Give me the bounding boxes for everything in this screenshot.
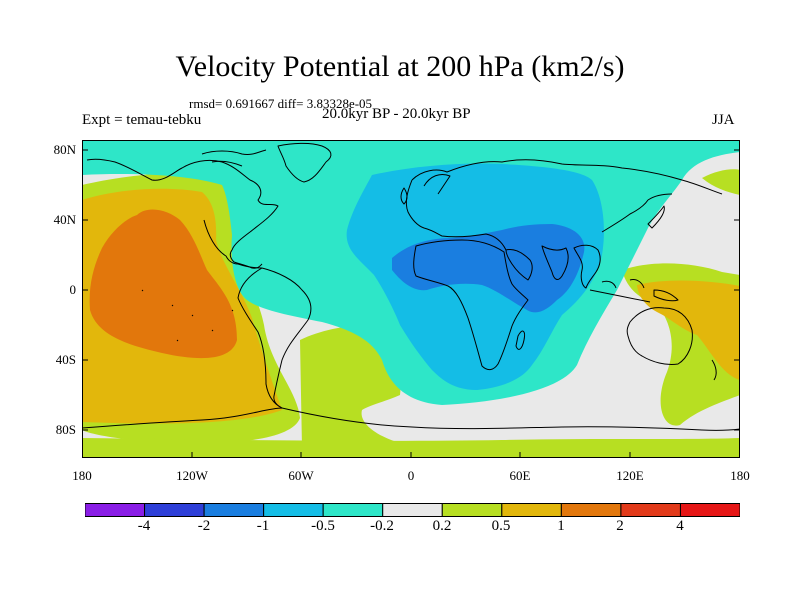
- colorbar-label: -0.2: [370, 518, 394, 534]
- coastline-britain: [400, 187, 408, 205]
- y-tick-label: 80S: [55, 422, 76, 437]
- coastline-southeast-asia: [573, 244, 601, 289]
- colorbar-label: 0.5: [491, 518, 511, 534]
- map-frame: [82, 140, 740, 458]
- coastlines: [82, 142, 740, 431]
- colorbar-swatch: [501, 503, 562, 517]
- stats-line: rmsd= 0.691667 diff= 3.83328e-05: [189, 96, 373, 111]
- coastline-central-america: [203, 219, 263, 269]
- x-tick-label: 120W: [176, 468, 208, 483]
- x-tick-label: 60W: [288, 468, 314, 483]
- coastline-scandinavia: [423, 173, 451, 195]
- colorbar-label: -0.5: [311, 518, 335, 534]
- colorbar: [85, 503, 740, 517]
- colorbar-swatch: [85, 503, 146, 517]
- colorbar-label: -1: [256, 518, 270, 534]
- contour-pos-0.5-australia: [637, 280, 740, 380]
- y-tick-label: 40N: [53, 212, 76, 227]
- contour-neg-1: [392, 224, 585, 313]
- coastline-greenland: [277, 142, 332, 183]
- x-tick-label: 120E: [616, 468, 644, 483]
- y-tick-label: 80N: [53, 142, 76, 157]
- contour-pos-0.2-southern: [82, 438, 740, 458]
- colorbar-swatch: [560, 503, 622, 517]
- x-tick-label: 0: [407, 468, 415, 483]
- period-label: 20.0kyr BP - 20.0kyr BP: [322, 106, 471, 122]
- colorbar-label: 1: [557, 518, 565, 534]
- colorbar-label: 4: [676, 518, 684, 534]
- coastline-new-zealand: [711, 359, 717, 381]
- colorbar-swatch: [620, 503, 681, 517]
- colorbar-swatch: [322, 503, 384, 517]
- colorbar-swatch: [679, 503, 740, 517]
- coastline-arabia: [505, 249, 533, 281]
- contour-pos-1-pacific: [89, 209, 238, 359]
- coastline-africa: [413, 239, 529, 371]
- x-tick-label: 180: [72, 468, 92, 483]
- colorbar-label: -2: [197, 518, 211, 534]
- y-tick-label: 40S: [55, 352, 76, 367]
- colorbar-swatch: [203, 503, 265, 517]
- x-tick-label: 180: [730, 468, 750, 483]
- coastline-india: [541, 245, 569, 280]
- coastline-arctic-islands: [201, 149, 267, 167]
- colorbar-swatch: [144, 503, 205, 517]
- contour-pos-0.2-northeast-pacific: [702, 169, 740, 195]
- coastline-japan: [647, 205, 665, 229]
- plot-title: Velocity Potential at 200 hPa (km2/s): [175, 50, 625, 83]
- coastline-east-asia: [601, 193, 673, 233]
- coastline-indonesia: [589, 279, 651, 303]
- coastline-europe-west: [405, 179, 507, 251]
- colorbar-label: 0.2: [432, 518, 452, 534]
- experiment-label: Expt = temau-tebku: [82, 112, 202, 128]
- colorbar-label: -4: [137, 518, 151, 534]
- coastline-new-guinea: [653, 289, 679, 302]
- coastline-north-america: [86, 158, 279, 269]
- coastline-australia: [626, 307, 693, 365]
- velocity-potential-map: [82, 140, 740, 458]
- y-tick-label: 0: [69, 282, 77, 297]
- colorbar-swatch: [263, 503, 324, 517]
- coastline-south-america: [237, 267, 312, 409]
- colorbar-label: 2: [616, 518, 624, 534]
- coastline-antarctica: [82, 407, 740, 431]
- coastline-eurasia-north: [411, 159, 723, 195]
- coastline-pacific-islands: [141, 289, 234, 342]
- x-tick-label: 60E: [509, 468, 531, 483]
- coastline-madagascar: [515, 330, 525, 350]
- season-label: JJA: [712, 112, 735, 128]
- colorbar-swatch: [382, 503, 443, 517]
- colorbar-swatch: [441, 503, 503, 517]
